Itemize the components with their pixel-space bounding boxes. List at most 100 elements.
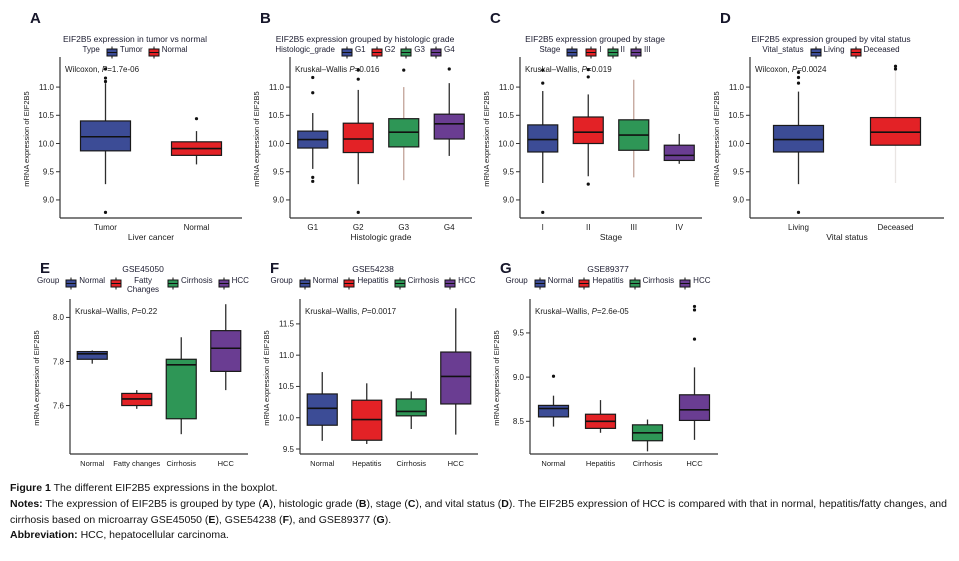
box-Deceased [869, 64, 922, 184]
outlier-point [356, 210, 360, 214]
y-tick-label: 9.0 [513, 373, 525, 382]
y-tick-label: 9.0 [273, 196, 285, 205]
panel-E: E GSE45050 Group Normal Fatty Changes Cirrhos… [28, 252, 258, 478]
caption-notes-text: The expression of EIF2B5 is grouped by t… [10, 497, 947, 526]
outlier-point [103, 76, 108, 80]
outlier-point [796, 75, 801, 80]
box-Fatty changes [121, 390, 153, 409]
y-tick-label: 9.5 [503, 168, 515, 177]
boxplot-key-icon [65, 277, 77, 290]
outlier-point [447, 67, 451, 71]
box-HCC [440, 308, 472, 435]
legend-item: Hepatitis [578, 276, 624, 290]
y-tick-label: 9.5 [733, 168, 745, 177]
legend-label: I [599, 45, 602, 54]
x-tick-label: Cirrhosis [396, 459, 426, 468]
legend-item: HCC [444, 276, 476, 290]
legend-title: Histologic_grade [275, 45, 335, 54]
axes: 7.6 7.8 8.0 [53, 299, 248, 455]
legend-label: Normal [312, 276, 339, 285]
outlier-point [692, 304, 697, 309]
legend-title: Vital_status [762, 45, 804, 54]
boxplot-svg: 9.0 9.5 10.0 10.5 11.0 mRNA expression of EIF… [712, 57, 944, 242]
legend-title: Group [37, 276, 60, 285]
boxplot-key-icon [343, 277, 355, 290]
y-tick-label: 11.0 [279, 351, 295, 360]
boxplot-svg: 8.5 9.0 9.5 mRNA expression of EIF2B5 Kruska… [492, 299, 718, 468]
boxplot-key-icon [534, 277, 546, 290]
x-tick-label: II [586, 223, 590, 232]
outlier-point [356, 77, 360, 81]
boxplot-key-icon [585, 46, 597, 59]
outlier-point [586, 75, 590, 79]
boxplot-key-icon [566, 46, 578, 59]
outlier-point [311, 175, 315, 179]
y-tick-label: 9.5 [513, 329, 525, 338]
outlier-point [796, 81, 801, 85]
legend-item: G2 [371, 45, 396, 59]
x-tick-label: Cirrhosis [166, 459, 196, 468]
y-tick-label: 10.0 [38, 139, 54, 148]
axes: 8.5 9.0 9.5 [513, 299, 718, 455]
axes: 9.0 9.5 10.0 10.5 11.0 [268, 57, 472, 219]
outlier-point [541, 81, 545, 85]
y-axis-label: mRNA expression of EIF2B5 [712, 91, 721, 186]
y-axis-label: mRNA expression of EIF2B5 [492, 330, 501, 425]
panel-F: F GSE54238 Group Normal Hepatitis Cirrhosis HC… [258, 252, 488, 478]
legend-item: I [585, 45, 602, 59]
x-tick-label: G3 [398, 223, 409, 232]
legend-label: Cirrhosis [181, 276, 213, 285]
y-tick-label: 10.5 [728, 111, 744, 120]
legend-label: HCC [693, 276, 711, 285]
y-tick-label: 9.0 [503, 196, 515, 205]
panel-letter-D: D [720, 10, 731, 27]
box-G2 [342, 68, 374, 214]
legend-item: Cirrhosis [394, 276, 440, 290]
legend-label: Cirrhosis [407, 276, 440, 285]
box-G1 [297, 75, 329, 183]
x-tick-label: I [542, 223, 544, 232]
x-tick-label: Cirrhosis [633, 459, 663, 468]
caption-abbreviation-line: Abbreviation: HCC, hepatocellular carcin… [10, 528, 952, 544]
x-tick-label: G4 [444, 223, 455, 232]
outlier-point [541, 68, 545, 72]
outlier-point [586, 67, 590, 72]
x-axis-label: Histologic grade [351, 232, 412, 242]
outlier-point [103, 79, 108, 84]
legend-item: Normal [65, 276, 105, 290]
caption-abbreviation-label: Abbreviation: [10, 529, 78, 542]
boxplot-key-icon [810, 46, 822, 59]
legend-item: II [607, 45, 625, 59]
legend-label: Deceased [863, 45, 900, 54]
panel-legend: Histologic_grade G1 G2 G3 G4 [248, 45, 482, 59]
boxplot-key-icon [629, 277, 641, 290]
x-tick-label: Normal [541, 459, 566, 468]
panel-letter-G: G [500, 260, 512, 277]
figure-caption: Figure 1 The different EIF2B5 expression… [10, 481, 952, 544]
boxplot-svg: 9.5 10.0 10.5 11.0 11.5 mRNA expression of EI… [262, 299, 478, 468]
boxplot-key-icon [341, 46, 353, 59]
y-tick-label: 11.0 [729, 83, 745, 92]
axes: 9.0 9.5 10.0 10.5 11.0 [498, 57, 702, 219]
legend-item [566, 46, 580, 59]
y-axis-label: mRNA expression of EIF2B5 [252, 91, 261, 186]
panel-B: B EIF2B5 expression grouped by histologic… [248, 8, 482, 248]
box-II [572, 67, 604, 186]
outlier-point [311, 179, 315, 183]
legend-title: Group [505, 276, 528, 285]
x-tick-label: Living [788, 223, 809, 232]
x-tick-label: Normal [310, 459, 335, 468]
caption-title-line: Figure 1 The different EIF2B5 expression… [10, 481, 952, 497]
stat-annotation: Kruskal–Wallis P=0.016 [295, 65, 380, 74]
legend-label: G2 [384, 45, 396, 54]
x-tick-label: Hepatitis [352, 459, 381, 468]
legend-item: Living [810, 45, 845, 59]
y-tick-label: 9.5 [273, 168, 285, 177]
boxplot-key-icon [679, 277, 691, 290]
box-Hepatitis [351, 383, 383, 444]
y-tick-label: 10.5 [278, 382, 294, 391]
caption-figure-label: Figure 1 [10, 482, 51, 494]
legend-label: Normal [547, 276, 574, 285]
y-tick-label: 8.5 [513, 417, 525, 426]
y-tick-label: 10.0 [278, 414, 294, 423]
